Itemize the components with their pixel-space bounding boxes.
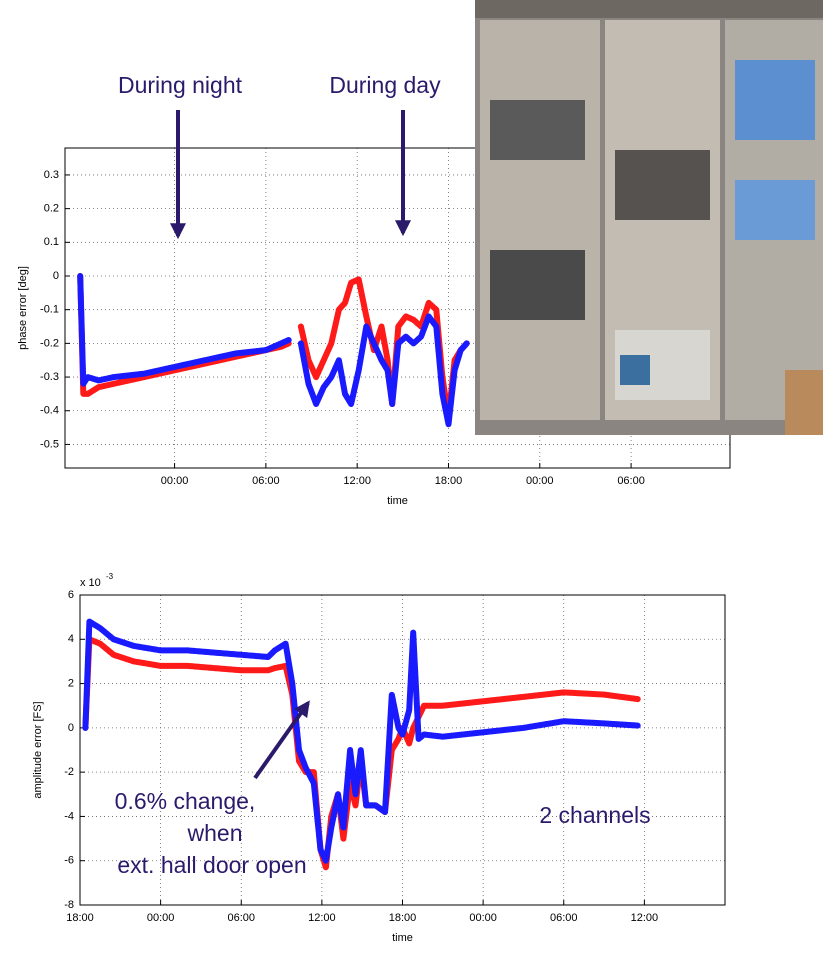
y-tick-label: -6	[64, 855, 74, 867]
y-tick-label: -4	[64, 810, 74, 822]
y-tick-label: -0.3	[40, 371, 59, 383]
annotation: 2 channels	[539, 802, 650, 828]
x-tick-label: 12:00	[631, 912, 659, 924]
y-tick-label: 0.1	[44, 236, 59, 248]
x-tick-label: 18:00	[435, 475, 463, 487]
x-tick-label: 06:00	[227, 912, 255, 924]
x-tick-label: 00:00	[469, 912, 497, 924]
x-tick-label: 18:00	[389, 912, 417, 924]
x-tick-label: 06:00	[550, 912, 578, 924]
y-tick-label: -0.1	[40, 304, 59, 316]
y-tick-label: 0.3	[44, 169, 59, 181]
y-scale-base: x 10	[80, 577, 101, 589]
y-scale-exponent: -3	[106, 572, 114, 581]
x-tick-label: 00:00	[526, 475, 554, 487]
x-tick-label: 00:00	[147, 912, 175, 924]
annotation-arrow	[253, 700, 310, 780]
series-line	[77, 273, 470, 428]
annotation: ext. hall door open	[117, 852, 306, 878]
x-axis-label: time	[392, 932, 413, 944]
annotation: when	[187, 820, 243, 846]
x-tick-label: 12:00	[308, 912, 336, 924]
y-tick-label: -2	[64, 766, 74, 778]
y-tick-label: 0	[53, 270, 59, 282]
x-axis-label: time	[387, 495, 408, 507]
y-tick-label: -0.5	[40, 438, 59, 450]
y-tick-label: 2	[68, 677, 74, 689]
x-tick-label: 12:00	[343, 475, 371, 487]
x-tick-label: 06:00	[252, 475, 280, 487]
y-tick-label: -0.4	[40, 405, 59, 417]
y-tick-label: 4	[68, 633, 74, 645]
plot-area	[80, 595, 725, 905]
series-line	[82, 618, 641, 864]
y-axis-label: amplitude error [FS]	[32, 701, 44, 798]
x-tick-label: 06:00	[617, 475, 645, 487]
y-tick-label: 6	[68, 589, 74, 601]
rack-photo	[475, 0, 823, 435]
y-tick-label: 0	[68, 722, 74, 734]
y-tick-label: -8	[64, 899, 74, 911]
y-axis-label: phase error [deg]	[17, 266, 29, 350]
annotation: During day	[329, 72, 441, 98]
x-tick-label: 18:00	[66, 912, 94, 924]
annotation: During night	[118, 72, 243, 98]
x-tick-label: 00:00	[161, 475, 189, 487]
y-tick-label: 0.2	[44, 203, 59, 215]
annotation: 0.6% change,	[115, 788, 256, 814]
plot-frame	[79, 594, 726, 906]
y-tick-label: -0.2	[40, 337, 59, 349]
